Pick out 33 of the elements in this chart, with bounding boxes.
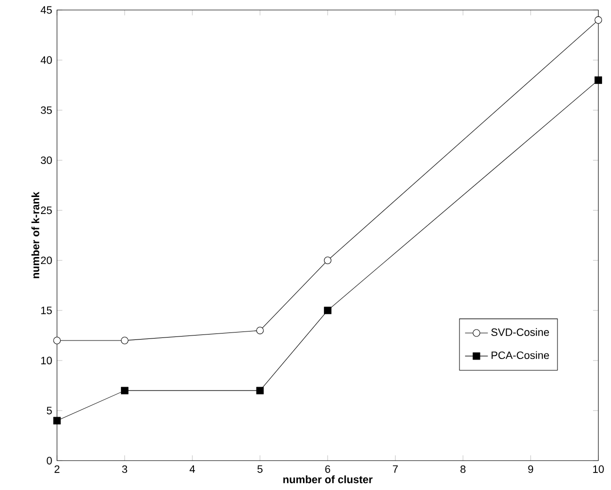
y-tick-label: 40	[40, 56, 52, 64]
y-tick-label: 0	[46, 456, 52, 464]
point	[256, 386, 264, 394]
y-tick-label: 45	[40, 6, 52, 14]
x-tick-label: 2	[54, 465, 60, 473]
y-tick-label: 30	[40, 156, 52, 164]
point	[120, 386, 128, 394]
y-tick-label: 5	[46, 406, 52, 414]
point	[256, 326, 264, 334]
y-tick-label: 35	[40, 106, 52, 114]
x-tick-label: 7	[392, 465, 398, 473]
x-tick-label: 3	[122, 465, 128, 473]
point	[594, 76, 602, 84]
point	[120, 336, 128, 344]
x-axis-title: number of cluster	[283, 475, 373, 484]
x-tick-label: 9	[528, 465, 534, 473]
y-tick-label: 20	[40, 256, 52, 264]
x-tick-label: 6	[325, 465, 330, 473]
point	[53, 416, 61, 424]
point	[324, 306, 332, 314]
legend-label: SVD-Cosine	[491, 328, 549, 336]
x-tick-label: 5	[257, 465, 263, 473]
legend-label: PCA-Cosine	[492, 351, 549, 360]
x-tick-label: 4	[190, 465, 195, 473]
x-tick-label: 10	[593, 465, 604, 473]
y-tick-label: 10	[41, 356, 52, 364]
point	[594, 16, 602, 24]
point	[324, 256, 332, 264]
y-tick-label: 25	[40, 206, 52, 214]
y-tick-label: 15	[41, 306, 52, 314]
y-axis-title: number of k-rank	[31, 192, 40, 278]
x-tick-label: 8	[460, 465, 466, 473]
point	[53, 336, 61, 344]
